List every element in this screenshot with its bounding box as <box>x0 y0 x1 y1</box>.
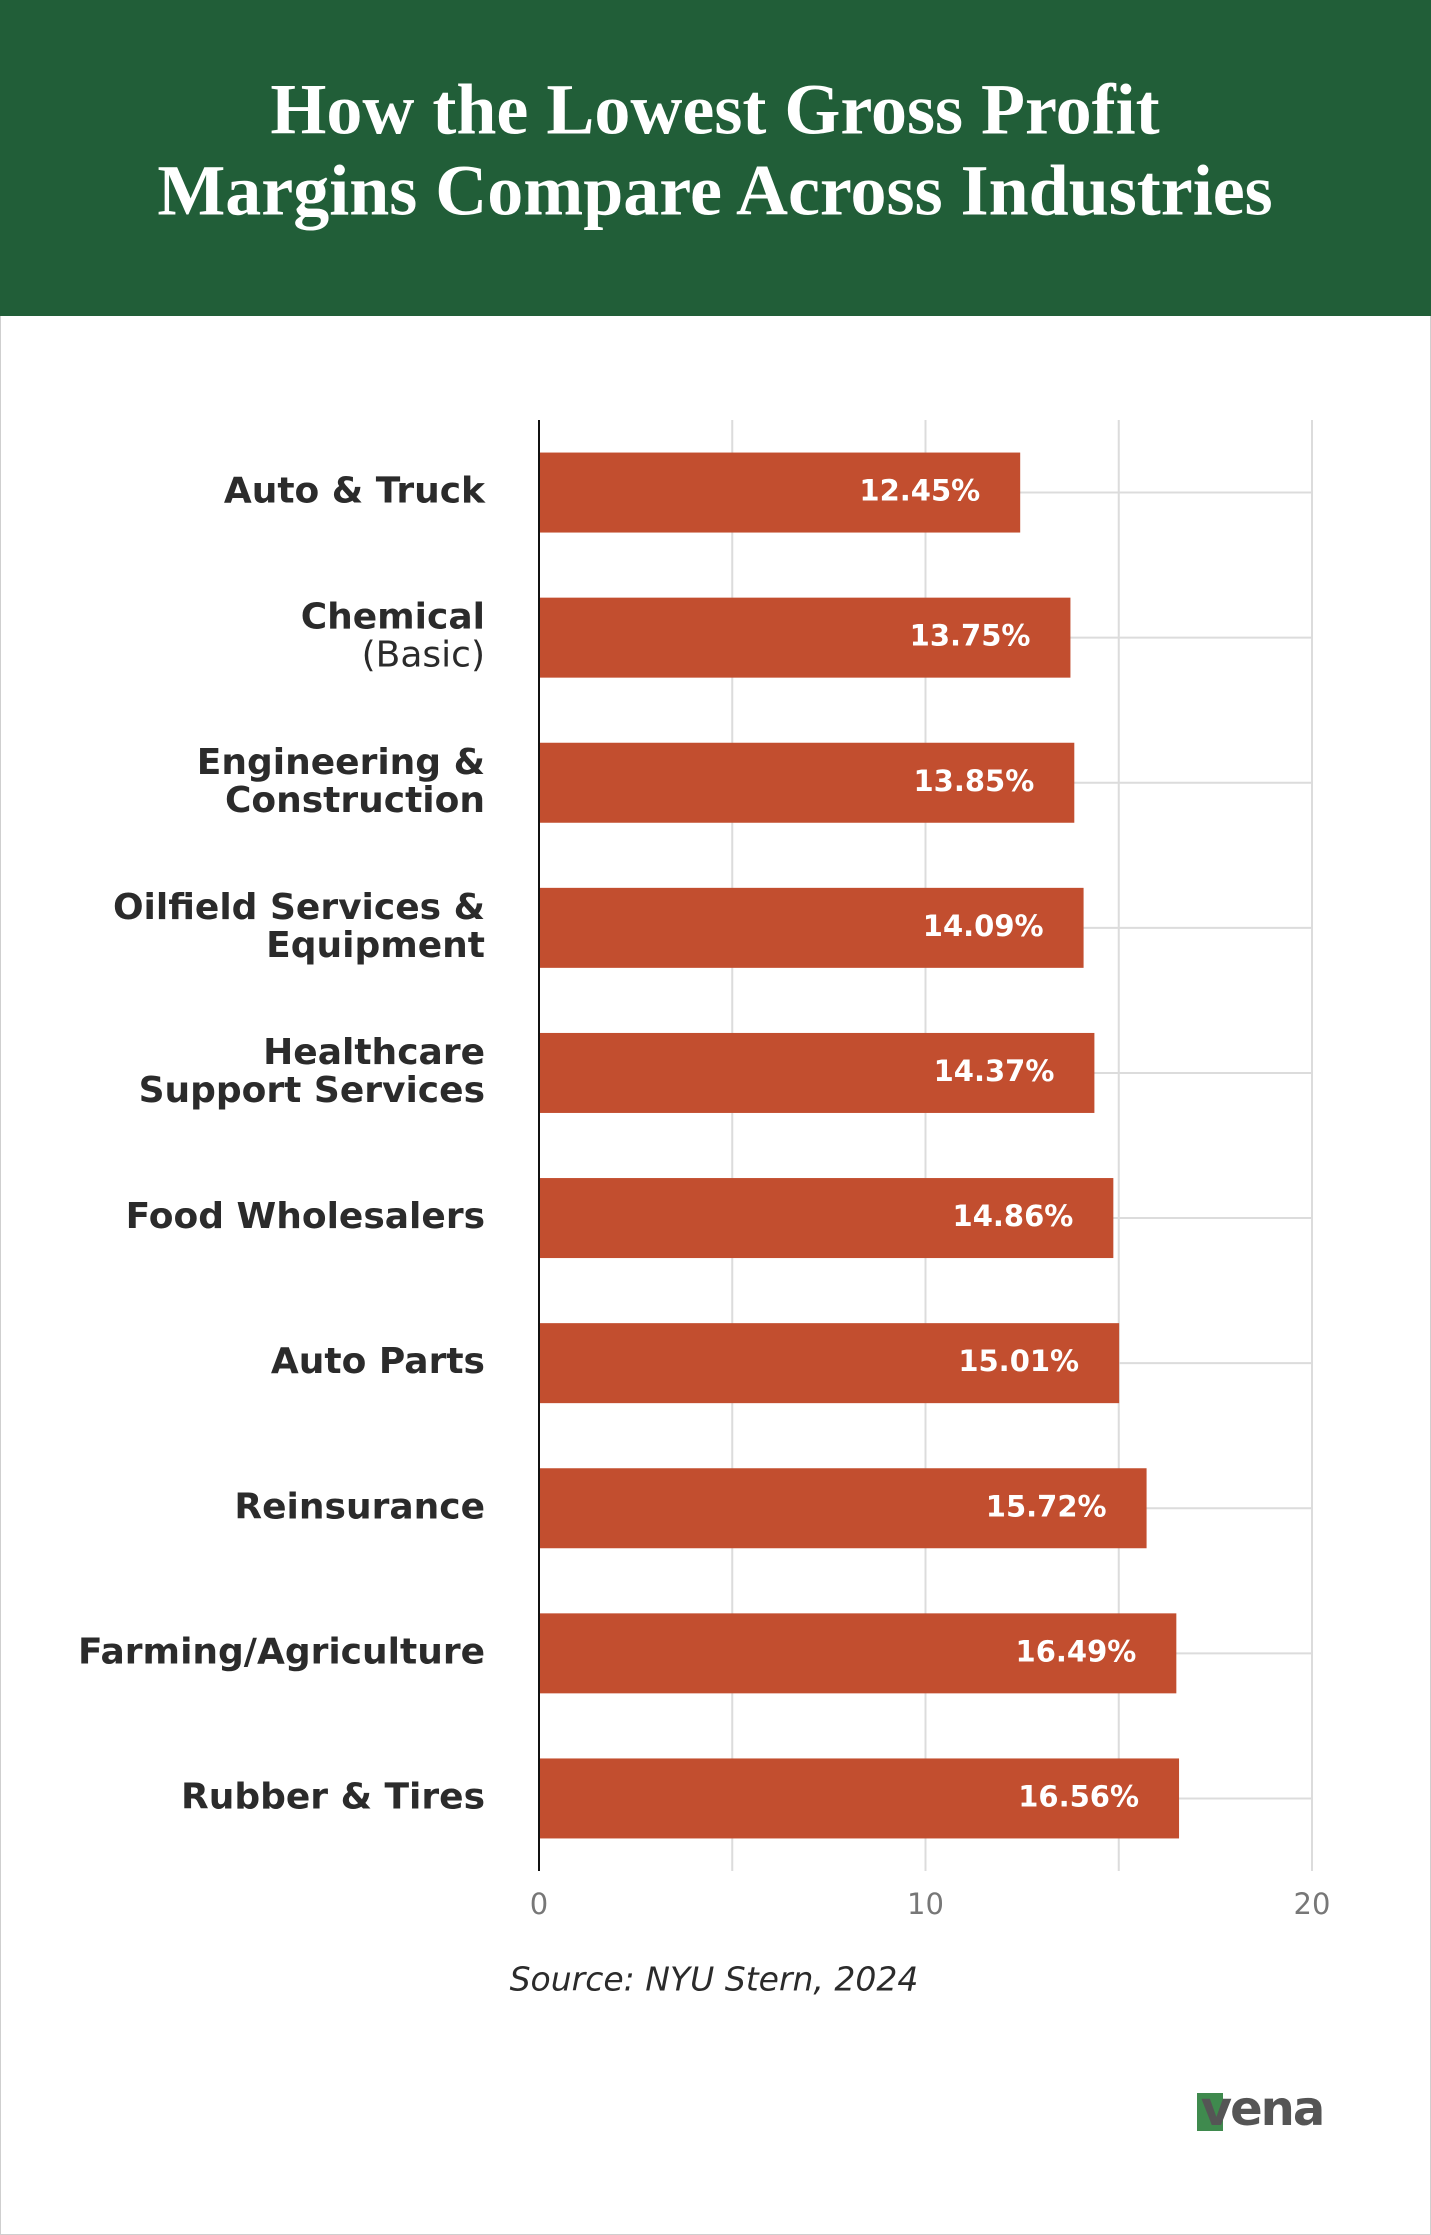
category-label: Chemical <box>301 597 485 638</box>
value-label: 13.75% <box>910 619 1031 653</box>
chart-title: How the Lowest Gross Profit <box>270 70 1159 150</box>
value-label: 16.56% <box>1018 1779 1139 1813</box>
value-label: 16.49% <box>1016 1634 1137 1668</box>
category-label: Engineering & <box>197 742 485 783</box>
value-label: 15.72% <box>986 1489 1107 1523</box>
category-label: Auto & Truck <box>224 471 486 512</box>
value-label: 15.01% <box>958 1344 1079 1378</box>
category-label: Oilfield Services & <box>113 887 485 928</box>
chart-title: Margins Compare Across Industries <box>157 151 1272 231</box>
value-label: 14.09% <box>923 909 1044 943</box>
x-tick-label: 0 <box>530 1887 548 1921</box>
category-label: Construction <box>225 780 485 821</box>
category-label: Reinsurance <box>234 1486 485 1527</box>
source-note: Source: NYU Stern, 2024 <box>510 1960 919 1999</box>
category-label: Farming/Agriculture <box>78 1631 485 1672</box>
category-label: Auto Parts <box>271 1341 485 1382</box>
value-label: 14.86% <box>953 1199 1074 1233</box>
category-label: Support Services <box>139 1070 485 1111</box>
category-label: Equipment <box>266 925 485 966</box>
value-label: 12.45% <box>859 474 980 508</box>
value-label: 14.37% <box>934 1054 1055 1088</box>
category-label: Rubber & Tires <box>181 1776 485 1817</box>
x-tick-label: 20 <box>1294 1887 1331 1921</box>
value-label: 13.85% <box>914 764 1035 798</box>
category-label: Food Wholesalers <box>126 1196 485 1237</box>
category-label: Healthcare <box>263 1032 485 1073</box>
logo: vena <box>1201 2081 1323 2137</box>
x-tick-label: 10 <box>907 1887 944 1921</box>
category-label: (Basic) <box>362 635 485 676</box>
